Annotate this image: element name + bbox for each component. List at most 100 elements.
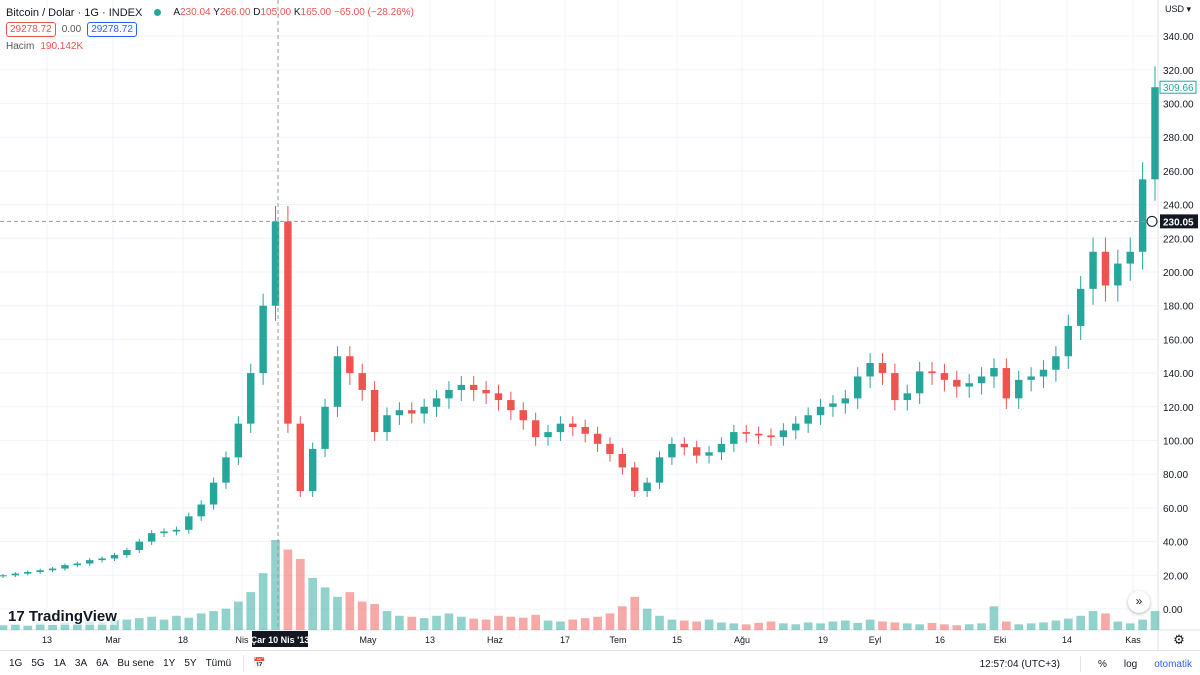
tradingview-logo[interactable]: 17 TradingView [8,608,117,625]
candle [1002,368,1011,399]
volume-bar [692,621,702,630]
candle [829,403,837,407]
volume-bar [964,624,974,630]
candle [680,443,689,448]
time-tick: Eyl [869,635,882,645]
volume-bar [209,611,218,630]
volume-bar [382,611,392,630]
volume-bar [196,613,206,630]
auto-scale-toggle[interactable]: otomatik [1154,658,1192,670]
price-tick: 200.00 [1163,268,1194,279]
candle [779,430,788,438]
volume-bar [630,596,640,630]
clock[interactable]: 12:57:04 (UTC+3) [979,658,1060,670]
volume-bar [1026,623,1036,630]
price-tick: 80.00 [1163,470,1188,481]
candle [147,533,156,542]
range-6a[interactable]: 6A [96,657,109,669]
candle [990,368,998,377]
candle [977,376,986,384]
time-tick: May [359,635,377,645]
svg-text:309.66: 309.66 [1163,83,1194,94]
range-1y[interactable]: 1Y [163,657,176,669]
volume-bar [456,616,466,630]
price-tick: 280.00 [1163,133,1194,144]
volume-bar [717,622,726,630]
sell-button[interactable]: 29278.72 [6,22,56,37]
volume-bar [1088,611,1098,630]
volume-bar [159,619,169,630]
add-alert-icon[interactable] [1146,215,1158,227]
candle [903,393,911,401]
candle [569,423,577,428]
volume-bar [989,606,999,630]
volume-bar [370,603,379,630]
volume-bar [0,625,8,630]
candle [346,356,354,374]
crosshair-price-label [1160,214,1198,229]
scroll-to-realtime-button[interactable]: » [1128,591,1150,613]
candle [383,415,391,433]
price-chart[interactable]: 0.0020.0040.0060.0080.00100.00120.00140.… [0,0,1200,650]
percent-toggle[interactable]: % [1097,658,1107,670]
volume-bar [1039,622,1048,630]
date-range-calendar-icon[interactable]: 📅 [253,657,266,669]
volume-bar [667,619,677,630]
candle [953,379,961,387]
volume-bar [828,621,838,630]
volume-bar [1014,624,1024,630]
volume-bar [35,623,45,630]
divider [243,655,245,671]
symbol-title[interactable]: Bitcoin / Dolar · 1G · INDEX [6,6,143,19]
price-tick: 40.00 [1163,538,1188,549]
candle [160,531,168,534]
candle [469,384,478,390]
range-ytd[interactable]: Bu sene [117,657,155,669]
volume-bar [506,616,516,630]
volume-bar [803,622,813,630]
candle [730,432,738,444]
volume-bar [432,615,441,630]
volume-bar [345,592,355,630]
currency-selector[interactable]: USD ▾ [1165,4,1192,14]
volume-bar [704,619,714,630]
range-5g[interactable]: 5G [31,657,45,669]
candle [11,573,20,576]
volume-bar [258,573,268,630]
price-tick: 240.00 [1163,201,1194,212]
range-3a[interactable]: 3A [74,657,88,669]
last-price-label [1159,80,1197,94]
volume-bar [444,613,454,630]
volume-bar [927,622,937,630]
candle [519,410,527,421]
candle [408,410,416,414]
candle [85,560,94,564]
candle [965,383,973,387]
time-tick: 17 [560,635,570,645]
log-toggle[interactable]: log [1123,658,1138,670]
volume-bar [1076,615,1086,630]
candle [915,371,924,394]
volume-bar [1101,613,1110,630]
volume-bar [395,615,404,630]
settings-gear-icon[interactable]: ⚙ [1173,632,1185,647]
range-1g[interactable]: 1G [9,657,23,669]
volume-bar [518,617,528,630]
time-tick: 13 [425,635,435,645]
range-1a[interactable]: 1A [53,657,66,669]
candle [197,504,205,517]
range-all[interactable]: Tümü [205,657,232,669]
candle [866,362,874,377]
price-tick: 160.00 [1163,335,1194,346]
candle [581,427,589,434]
time-tick: 16 [935,635,945,645]
range-5y[interactable]: 5Y [184,657,197,669]
candle [1151,87,1159,180]
buy-button[interactable]: 29278.72 [87,22,137,37]
volume-value: 190.142K [40,41,84,52]
candle [544,432,552,438]
candle [308,448,317,492]
volume-bar [878,621,887,630]
candle [853,376,862,399]
svg-text:Çar 10 Nis '13: Çar 10 Nis '13 [251,635,310,645]
